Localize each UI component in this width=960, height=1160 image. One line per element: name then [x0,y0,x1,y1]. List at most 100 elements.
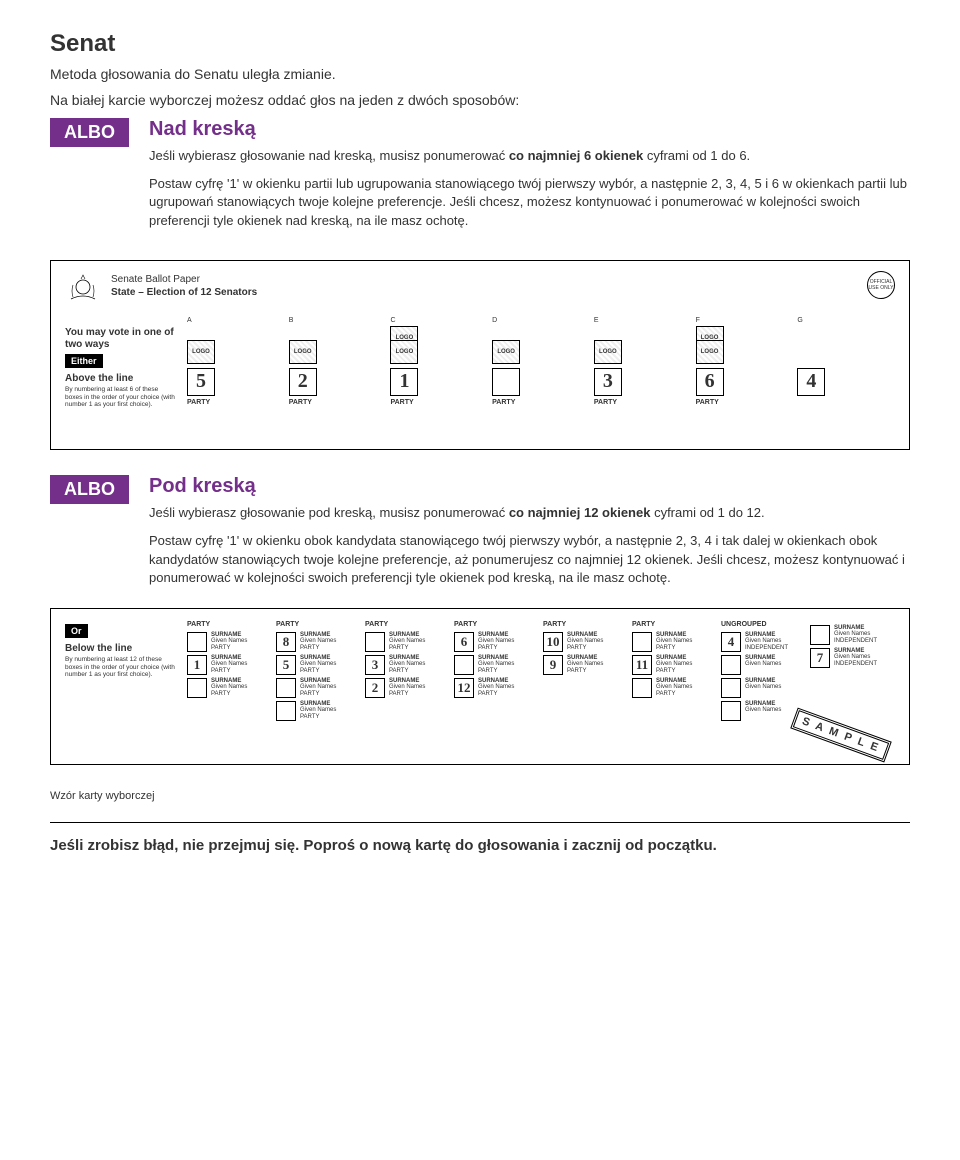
page-subtitle: Metoda głosowania do Senatu uległa zmian… [50,66,910,82]
page-title: Senat [50,30,910,58]
candidate-column: SURNAMEGiven NamesINDEPENDENT7SURNAMEGiv… [806,621,895,724]
below-instructions: Or Below the line By numbering at least … [65,621,183,724]
preference-box: 2 [289,368,317,396]
candidate-box: 10 [543,632,563,652]
candidate-row: 10SURNAMEGiven NamesPARTY [543,632,624,652]
ballot-column: DLOGOPARTY [488,317,590,409]
column-header: PARTY [543,621,624,628]
crest-icon [65,273,101,309]
candidate-row: SURNAMEGiven NamesPARTY [454,655,535,675]
ballot-paper-below: Or Below the line By numbering at least … [50,608,910,765]
candidate-row: 7SURNAMEGiven NamesINDEPENDENT [810,648,891,668]
candidate-text: SURNAMEGiven NamesPARTY [656,678,692,698]
above-section: ALBO Nad kreską Jeśli wybierasz głosowan… [50,118,910,240]
preference-box: 3 [594,368,622,396]
candidate-box: 11 [632,655,652,675]
candidate-row: 4SURNAMEGiven NamesINDEPENDENT [721,632,802,652]
candidate-column: PARTY10SURNAMEGiven NamesPARTY9SURNAMEGi… [539,621,628,724]
candidate-box: 3 [365,655,385,675]
logo-box: LOGO [390,340,418,364]
candidate-text: SURNAMEGiven NamesINDEPENDENT [834,648,877,668]
candidate-row: SURNAMEGiven NamesINDEPENDENT [810,625,891,645]
column-letter: C [390,317,484,324]
above-p1: Jeśli wybierasz głosowanie nad kreską, m… [149,147,910,165]
column-letter: G [797,317,891,324]
candidate-text: SURNAMEGiven NamesPARTY [389,632,425,652]
candidate-column: UNGROUPED 4SURNAMEGiven NamesINDEPENDENT S… [717,621,806,724]
column-header: UNGROUPED [721,621,802,628]
column-letter: D [492,317,586,324]
candidate-box [276,678,296,698]
candidate-text: SURNAMEGiven NamesPARTY [567,632,603,652]
column-header: PARTY [187,621,268,628]
candidate-box [632,632,652,652]
candidate-box: 12 [454,678,474,698]
candidate-row: 8SURNAMEGiven NamesPARTY [276,632,357,652]
candidate-row: SURNAMEGiven NamesPARTY [632,678,713,698]
candidate-box: 6 [454,632,474,652]
ballot-column: ELOGO3PARTY [590,317,692,409]
candidate-text: SURNAMEGiven Names [745,655,781,668]
column-header: PARTY [365,621,446,628]
candidate-text: SURNAMEGiven NamesPARTY [211,655,247,675]
official-stamp: OFFICIAL USE ONLY [867,271,895,299]
candidate-text: SURNAMEGiven NamesPARTY [300,701,336,721]
column-letter: E [594,317,688,324]
candidate-box [721,678,741,698]
candidate-box: 1 [187,655,207,675]
below-section: ALBO Pod kreską Jeśli wybierasz głosowan… [50,475,910,597]
intro-text: Na białej karcie wyborczej możesz oddać … [50,92,910,108]
party-label: PARTY [289,399,383,406]
candidate-row: SURNAMEGiven Names [721,678,802,698]
candidate-text: SURNAMEGiven NamesPARTY [656,632,692,652]
ballot-paper: OFFICIAL USE ONLY Senate Ballot Paper St… [50,260,910,450]
candidate-box [276,701,296,721]
above-instructions: You may vote in one of two ways Either A… [65,317,183,409]
ballot-title-2: State – Election of 12 Senators [111,286,257,299]
preference-box [492,368,520,396]
below-p1: Jeśli wybierasz głosowanie pod kreską, m… [149,504,910,522]
candidate-text: SURNAMEGiven NamesPARTY [211,678,247,698]
candidate-box: 4 [721,632,741,652]
candidate-box: 8 [276,632,296,652]
column-header: PARTY [632,621,713,628]
candidate-box [810,625,830,645]
preference-box: 5 [187,368,215,396]
party-label: PARTY [390,399,484,406]
albo-badge-top: ALBO [50,118,129,147]
candidate-text: SURNAMEGiven NamesPARTY [478,678,514,698]
albo-badge-bottom: ALBO [50,475,129,504]
logo-box: LOGO [289,340,317,364]
candidate-row: 12SURNAMEGiven NamesPARTY [454,678,535,698]
candidate-box: 5 [276,655,296,675]
candidate-box [721,701,741,721]
logo-box: LOGO [492,340,520,364]
candidate-row: 11SURNAMEGiven NamesPARTY [632,655,713,675]
logo-box: LOGO [594,340,622,364]
column-header: PARTY [276,621,357,628]
candidate-text: SURNAMEGiven NamesPARTY [300,655,336,675]
ballot-column: G4 [793,317,895,409]
candidate-column: PARTYSURNAMEGiven NamesPARTY1SURNAMEGive… [183,621,272,724]
candidate-column: PARTYSURNAMEGiven NamesPARTY3SURNAMEGive… [361,621,450,724]
candidate-row: SURNAMEGiven Names [721,655,802,675]
candidate-text: SURNAMEGiven NamesPARTY [478,632,514,652]
preference-box: 4 [797,368,825,396]
ballot-column: CLOGOLOGO1PARTY [386,317,488,409]
candidate-row: SURNAMEGiven NamesPARTY [276,678,357,698]
ballot-title-1: Senate Ballot Paper [111,273,257,286]
candidate-column: PARTY8SURNAMEGiven NamesPARTY5SURNAMEGiv… [272,621,361,724]
candidate-text: SURNAMEGiven NamesINDEPENDENT [834,625,877,645]
candidate-row: SURNAMEGiven NamesPARTY [187,632,268,652]
candidate-row: SURNAMEGiven NamesPARTY [632,632,713,652]
candidate-text: SURNAMEGiven NamesPARTY [300,678,336,698]
candidate-text: SURNAMEGiven NamesPARTY [567,655,603,675]
candidate-text: SURNAMEGiven NamesPARTY [300,632,336,652]
candidate-row: 5SURNAMEGiven NamesPARTY [276,655,357,675]
logo-box: LOGO [696,340,724,364]
below-p2: Postaw cyfrę '1' w okienku obok kandydat… [149,532,910,587]
footer-label: Wzór karty wyborczej [50,790,910,802]
ballot-column: B LOGO 2 PARTY [285,317,387,409]
column-letter: B [289,317,383,324]
candidate-row: 2SURNAMEGiven NamesPARTY [365,678,446,698]
